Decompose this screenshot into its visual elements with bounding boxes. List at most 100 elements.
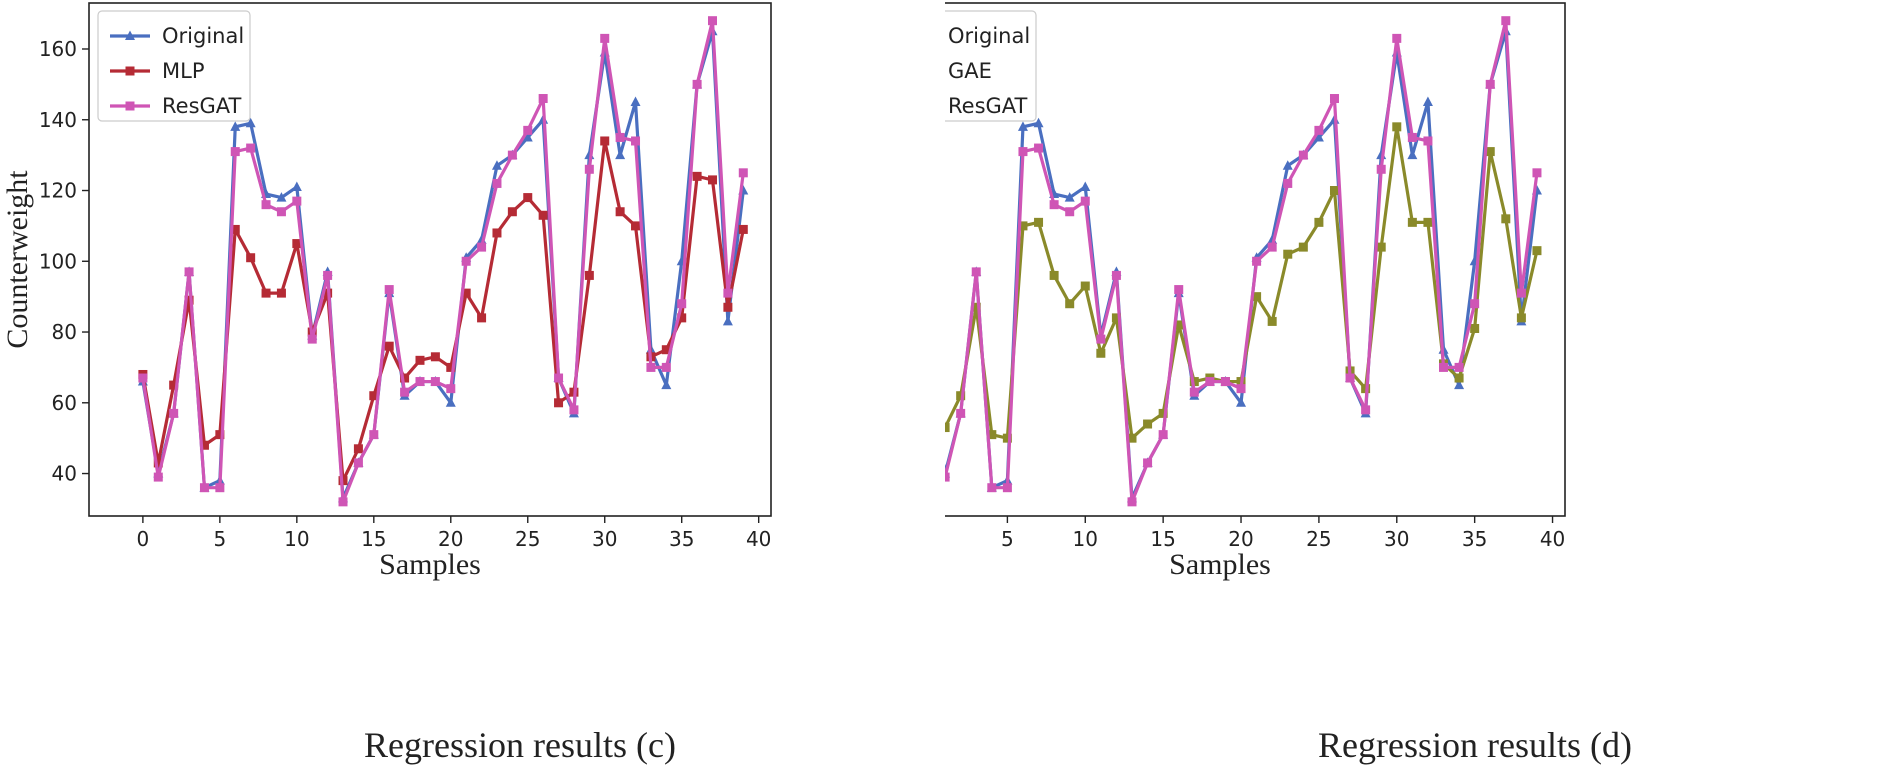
data-point-resgat — [1127, 497, 1137, 507]
data-point-resgat — [1018, 147, 1028, 157]
data-point-mlp — [554, 398, 564, 408]
x-tick-label: 5 — [213, 527, 226, 551]
data-point-resgat — [945, 472, 950, 482]
data-point-mlp — [353, 444, 363, 454]
data-point-mlp — [276, 288, 286, 298]
data-point-resgat — [523, 125, 533, 135]
data-point-resgat — [631, 136, 641, 146]
data-point-gae — [1267, 316, 1277, 326]
data-point-original — [230, 121, 241, 131]
series-line-mlp — [141, 139, 745, 483]
data-point-gae — [1485, 147, 1495, 157]
data-point-resgat — [369, 430, 379, 440]
data-point-resgat — [723, 288, 733, 298]
chart-caption: Regression results (c) — [364, 725, 676, 765]
x-tick-label: 25 — [515, 527, 540, 551]
data-point-resgat — [956, 408, 966, 418]
data-point-resgat — [184, 267, 194, 277]
data-point-resgat — [215, 483, 225, 493]
data-point-resgat — [1174, 285, 1184, 295]
data-point-resgat — [477, 242, 487, 252]
data-point-resgat — [707, 16, 717, 26]
data-point-resgat — [584, 164, 594, 174]
data-point-mlp — [461, 288, 471, 298]
x-tick-label: 10 — [1073, 527, 1098, 551]
data-point-resgat — [1392, 33, 1402, 43]
data-point-gae — [1143, 419, 1153, 429]
data-point-resgat — [1049, 200, 1059, 210]
legend-label: MLP — [162, 59, 204, 83]
data-point-original — [491, 160, 502, 170]
x-tick-label: 5 — [1001, 527, 1014, 551]
data-point-mlp — [723, 302, 733, 312]
data-point-gae — [1127, 433, 1137, 443]
data-point-original — [1313, 131, 1324, 142]
data-point-resgat — [323, 270, 333, 280]
x-tick-label: 35 — [669, 527, 694, 551]
data-point-resgat — [1034, 143, 1044, 153]
data-point-mlp — [492, 228, 502, 238]
data-point-original — [445, 397, 456, 407]
data-point-resgat — [138, 373, 148, 383]
data-point-mlp — [230, 224, 240, 234]
data-point-original — [1080, 181, 1091, 191]
data-point-resgat — [384, 285, 394, 295]
data-point-original — [245, 117, 256, 128]
data-point-mlp — [738, 224, 748, 234]
x-tick-label: 0 — [137, 527, 150, 551]
data-point-mlp — [507, 207, 517, 217]
data-point-gae — [1018, 221, 1028, 231]
data-point-resgat — [415, 377, 425, 387]
data-point-resgat — [1329, 94, 1339, 104]
data-point-resgat — [430, 377, 440, 387]
data-point-gae — [1392, 122, 1402, 132]
data-point-resgat — [987, 483, 997, 493]
data-point-gae — [1034, 217, 1044, 227]
y-tick-label: 100 — [39, 249, 77, 273]
data-point-mlp — [153, 458, 163, 468]
data-point-resgat — [169, 408, 179, 418]
data-point-original — [615, 149, 626, 160]
data-point-gae — [1049, 270, 1059, 280]
data-point-gae — [1532, 246, 1542, 256]
data-point-gae — [1174, 320, 1184, 330]
x-tick-label: 30 — [1384, 527, 1409, 551]
data-point-gae — [1454, 373, 1464, 383]
y-axis-title: Counterweight — [1, 170, 34, 349]
data-point-resgat — [507, 150, 517, 160]
x-tick-label: 10 — [284, 527, 309, 551]
data-point-original — [291, 181, 302, 191]
data-point-original — [522, 131, 533, 142]
data-point-gae — [956, 391, 966, 401]
data-point-resgat — [246, 143, 256, 153]
data-point-resgat — [1143, 458, 1153, 468]
legend-label: ResGAT — [162, 94, 242, 118]
data-point-gae — [1283, 249, 1293, 259]
data-point-resgat — [615, 132, 625, 142]
data-point-resgat — [1376, 164, 1386, 174]
data-point-gae — [1252, 292, 1262, 302]
data-point-resgat — [569, 405, 579, 415]
data-point-resgat — [1189, 387, 1199, 397]
data-point-mlp — [538, 210, 548, 220]
data-point-gae — [945, 423, 950, 433]
data-point-resgat — [353, 458, 363, 468]
data-point-original — [1422, 96, 1433, 107]
data-point-resgat — [1361, 405, 1371, 415]
data-point-gae — [1516, 313, 1526, 323]
data-point-resgat — [261, 200, 271, 210]
data-point-mlp — [215, 430, 225, 440]
data-point-gae — [1096, 348, 1106, 358]
data-point-resgat — [1002, 483, 1012, 493]
data-point-mlp — [169, 380, 179, 390]
legend-label: GAE — [948, 59, 992, 83]
data-point-resgat — [1516, 288, 1526, 298]
data-point-resgat — [338, 497, 348, 507]
data-point-resgat — [292, 196, 302, 206]
data-point-resgat — [400, 387, 410, 397]
data-point-mlp — [615, 207, 625, 217]
data-point-resgat — [1345, 373, 1355, 383]
data-point-mlp — [677, 313, 687, 323]
data-point-mlp — [600, 136, 610, 146]
data-point-resgat — [1298, 150, 1308, 160]
